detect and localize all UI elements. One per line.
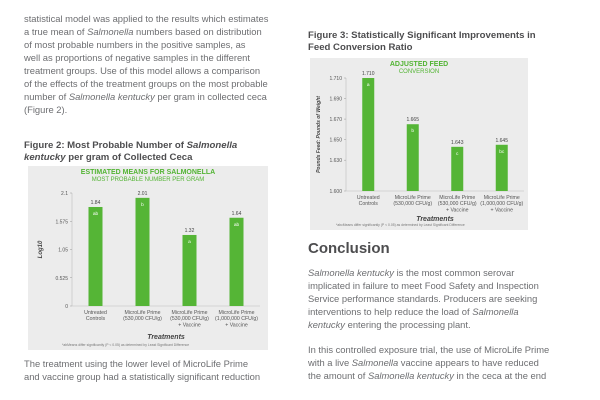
text-line: a true mean of Salmonella numbers based …: [24, 26, 262, 37]
data-label: 2.01: [138, 191, 148, 197]
y-tick-label: 1.600: [329, 189, 342, 195]
significance-letter: c: [456, 152, 459, 157]
x-tick-label: Untreated: [357, 195, 380, 201]
x-tick-label: + Vaccine: [490, 207, 513, 213]
text-line: (Figure 2).: [24, 104, 68, 115]
text-line: number of Salmonella kentucky per gram i…: [24, 91, 267, 102]
y-tick-label: 1.650: [329, 138, 342, 144]
significance-letter: bc: [499, 149, 505, 155]
data-label: 1.84: [91, 200, 101, 206]
data-label: 1.32: [185, 228, 195, 234]
text-line: In this controlled exposure trial, the u…: [308, 344, 550, 355]
x-tick-label: (1,000,000 CFU/g): [480, 201, 523, 207]
x-tick-label: MicroLife Prime: [124, 310, 160, 316]
data-label: 1.665: [406, 117, 419, 123]
y-tick-label: 1.05: [58, 248, 68, 254]
y-tick-label: 0: [65, 304, 68, 310]
text-line: well as proportions of negative samples …: [24, 52, 250, 63]
significance-letter: a: [367, 83, 370, 88]
figure2-title-line2: kentucky per gram of Collected Ceca: [24, 152, 193, 163]
x-tick-label: (530,000 CFU/g): [393, 201, 432, 207]
footnote: *abcMeans differ significantly (P < 0.05…: [336, 223, 465, 227]
data-label: 1.710: [362, 71, 375, 77]
x-tick-label: MicroLife Prime: [171, 310, 207, 316]
figure3-title: Figure 3: Statistically Significant Impr…: [308, 30, 536, 54]
x-tick-label: MicroLife Prime: [218, 310, 254, 316]
chart-title: ESTIMATED MEANS FOR SALMONELLA: [80, 169, 216, 176]
y-tick-label: 1.575: [55, 219, 68, 225]
chart-title: ADJUSTED FEED: [389, 61, 449, 68]
x-tick-label: + Vaccine: [178, 322, 201, 328]
y-tick-label: 2.1: [61, 191, 68, 197]
figure3-title-line1: Figure 3: Statistically Significant Impr…: [308, 30, 536, 41]
figure3-chart-svg: 1.600 1.630 1.650 1.670 1.690 1.710 Pounds Fee…: [316, 71, 524, 227]
figure2-title: Figure 2: Most Probable Number of Salmon…: [24, 140, 237, 164]
y-tick-label: 1.670: [329, 117, 342, 123]
y-tick-label: 1.710: [329, 76, 342, 82]
text-line: statistical model was applied to the res…: [24, 13, 269, 24]
text-line: Salmonella kentucky is the most common s…: [308, 267, 515, 278]
x-tick-label: Controls: [86, 316, 106, 322]
significance-letter: b: [141, 202, 144, 208]
x-tick-label: MicroLife Prime: [439, 195, 475, 201]
footnote: *abMeans differ significantly (P < 0.05)…: [62, 343, 189, 347]
data-label: 1.645: [495, 138, 508, 144]
bar: [229, 217, 244, 306]
x-tick-label: (530,000 CFU/g): [123, 316, 162, 322]
chart-subtitle: CONVERSION: [398, 69, 440, 75]
conclusion-paragraph-2: In this controlled exposure trial, the u…: [308, 343, 588, 382]
y-axis-label: Pounds Feed: Pounds of Weight: [316, 96, 322, 173]
bar: [362, 78, 375, 191]
text-line: and vaccine group had a statistically si…: [24, 371, 261, 382]
text-line: of most probable numbers in the positive…: [24, 39, 246, 50]
y-tick-label: 1.630: [329, 158, 342, 164]
data-label: 1.64: [232, 211, 242, 217]
x-tick-label: Untreated: [84, 310, 107, 316]
text-line: kentucky entering the processing plant.: [308, 319, 471, 330]
chart-subtitle: MOST PROBABLE NUMBER PER GRAM: [91, 177, 205, 183]
text-line: implicated in failure to meet Food Safet…: [308, 280, 539, 291]
text-line: the amount of Salmonella kentucky in the…: [308, 370, 547, 381]
x-axis-label: Treatments: [416, 216, 454, 223]
text-line: treatment groups. Use of this model allo…: [24, 65, 261, 76]
text-line: interventions to help reduce the load of…: [308, 306, 519, 317]
significance-letter: ab: [234, 222, 240, 228]
y-tick-label: 1.690: [329, 97, 342, 103]
x-tick-label: (530,000 CFU/g): [438, 201, 477, 207]
bar: [88, 206, 103, 306]
conclusion-paragraph-1: Salmonella kentucky is the most common s…: [308, 266, 588, 331]
text-line: The treatment using the lower level of M…: [24, 358, 249, 369]
figure2-chart: ESTIMATED MEANS FOR SALMONELLA MOST PROB…: [28, 166, 268, 350]
x-tick-label: + Vaccine: [225, 322, 248, 328]
figure2-chart-svg: 00.5251.051.5752.1Log101.84abUntreatedCo…: [38, 191, 260, 347]
x-axis-label: Treatments: [147, 334, 185, 341]
x-tick-label: (530,000 CFU/g): [170, 316, 209, 322]
text-line: Service performance standards. Producers…: [308, 293, 538, 304]
bottom-paragraph: The treatment using the lower level of M…: [24, 357, 304, 383]
bar: [182, 234, 197, 306]
figure3-chart: ADJUSTED FEED CONVERSION 1.600 1.630 1.650…: [310, 58, 528, 230]
significance-letter: a: [188, 240, 191, 245]
figure3-title-line2: Feed Conversion Ratio: [308, 42, 413, 53]
x-tick-label: + Vaccine: [446, 207, 469, 213]
bar: [495, 144, 508, 191]
bar: [406, 124, 419, 191]
x-tick-label: MicroLife Prime: [395, 195, 431, 201]
intro-paragraph: statistical model was applied to the res…: [24, 12, 304, 116]
text-line: with a live Salmonella vaccine appears t…: [308, 357, 539, 368]
significance-letter: ab: [93, 211, 99, 217]
y-tick-label: 0.525: [55, 276, 68, 282]
figure2-title-line1: Figure 2: Most Probable Number of Salmon…: [24, 140, 238, 151]
x-tick-label: Controls: [359, 201, 379, 207]
text-line: of the effects of the treatment groups o…: [24, 78, 268, 89]
x-tick-label: (1,000,000 CFU/g): [215, 316, 258, 322]
bar: [135, 197, 150, 306]
y-axis-label: Log10: [38, 240, 44, 258]
data-label: 1.643: [451, 140, 464, 146]
conclusion-heading: Conclusion: [308, 240, 390, 257]
significance-letter: b: [411, 128, 414, 134]
bar: [451, 146, 464, 191]
x-tick-label: MicroLife Prime: [484, 195, 520, 201]
